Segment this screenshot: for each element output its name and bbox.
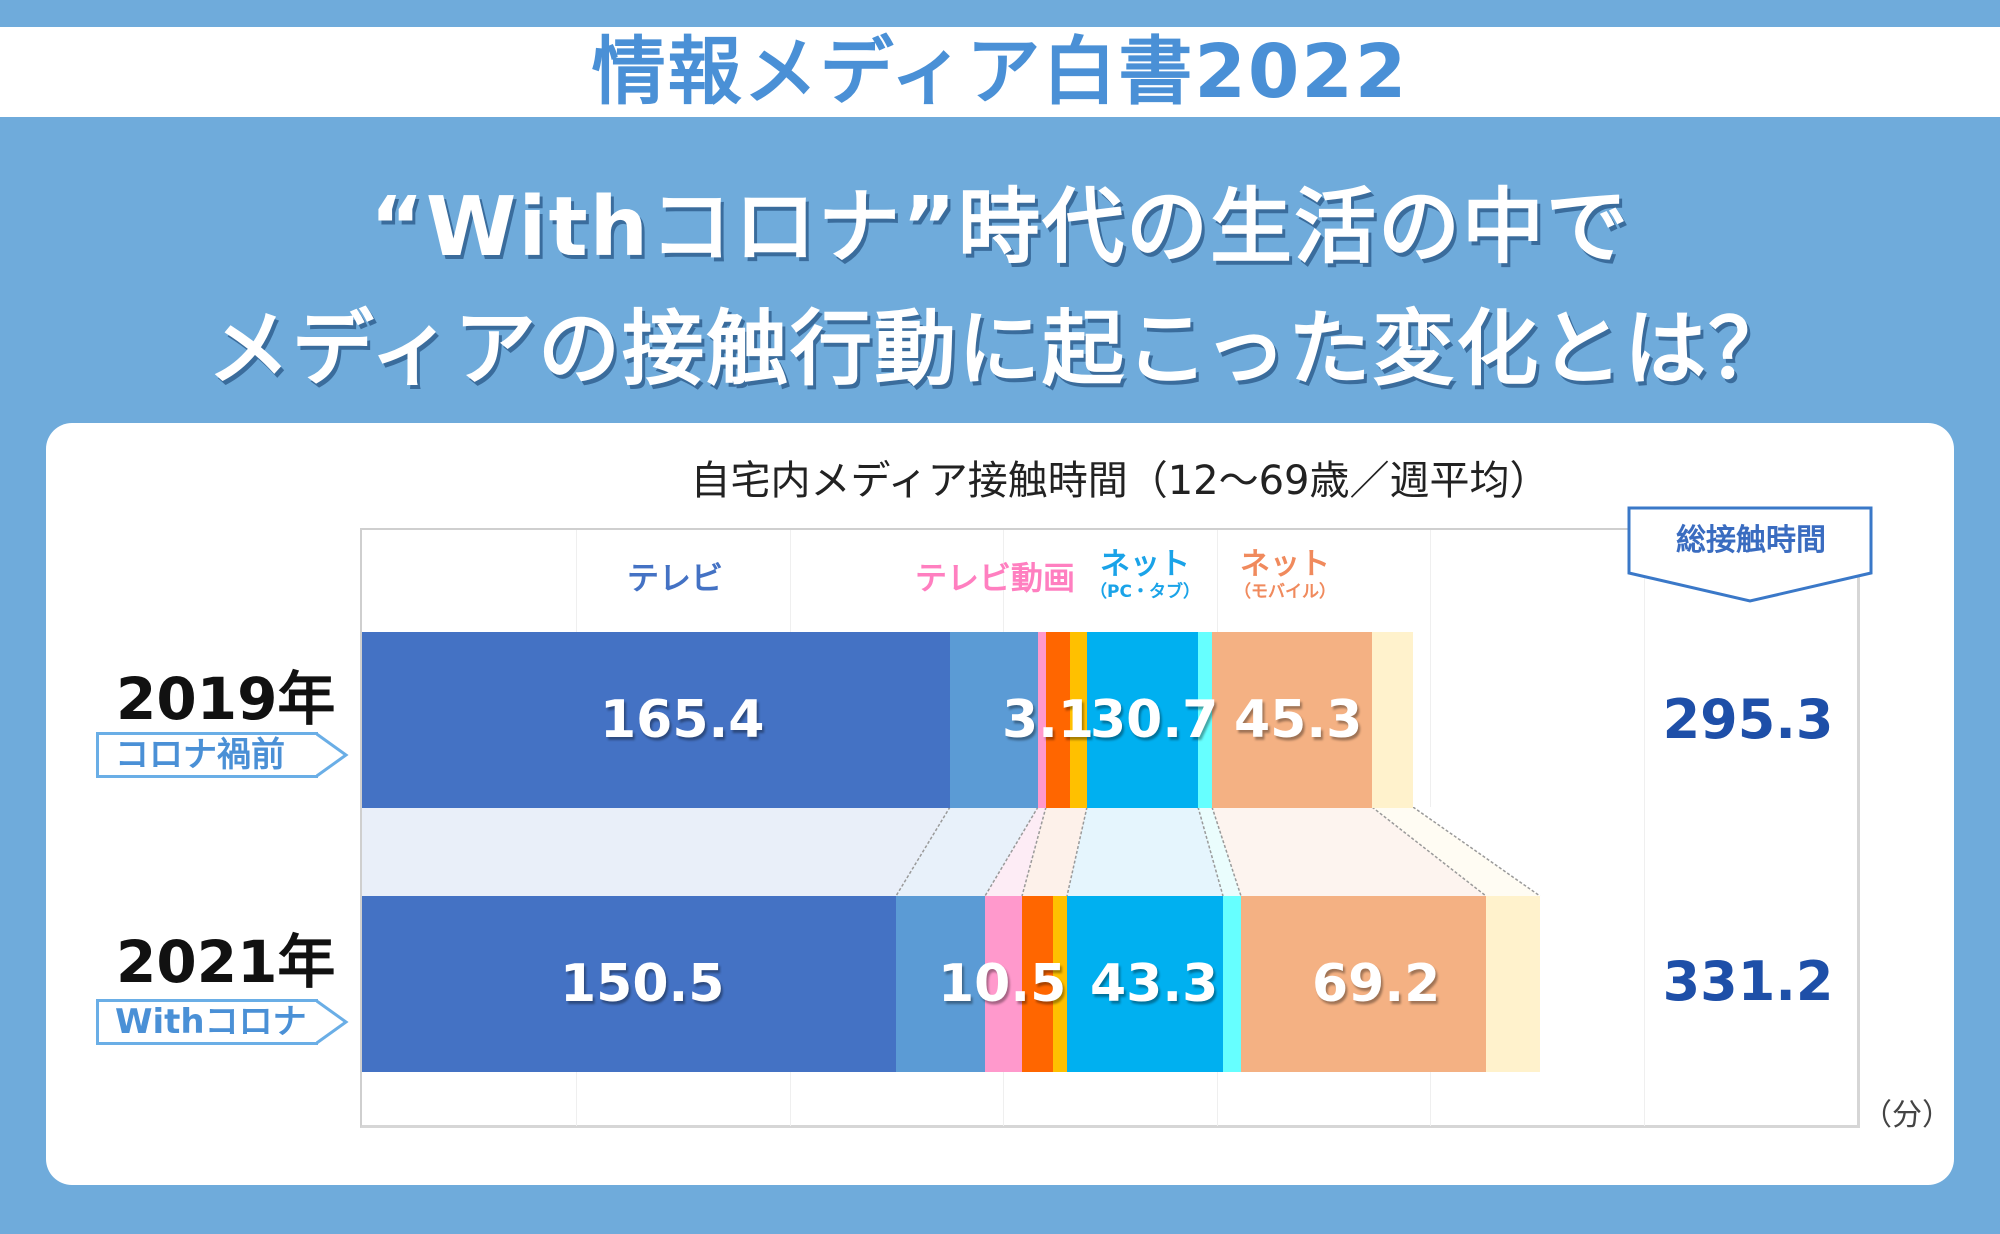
segment-net-pc bbox=[1067, 896, 1223, 1072]
row-tag-2019: コロナ禍前 bbox=[96, 732, 318, 778]
segment-net-pc-other bbox=[1223, 896, 1241, 1072]
segment-net-mobile bbox=[1241, 896, 1486, 1072]
row-tag-2021: Withコロナ bbox=[96, 999, 318, 1045]
value-label-net-pc: 30.7 bbox=[1090, 690, 1219, 750]
row-year-2019: 2019年 bbox=[116, 665, 336, 733]
value-label-tv-video: 3.1 bbox=[1002, 690, 1095, 750]
segment-tv-other bbox=[950, 632, 1038, 808]
legend-net-pc: ネット bbox=[1100, 547, 1190, 582]
legend-net-mobile-sub: （モバイル） bbox=[1234, 582, 1336, 602]
segment-yellow bbox=[1070, 632, 1087, 808]
legend-tv: テレビ bbox=[626, 559, 723, 597]
bar-2021: 150.5 10.5 43.3 69.2 bbox=[362, 896, 1540, 1072]
plot-frame bbox=[360, 528, 1860, 1128]
segment-net-mobile-other bbox=[1372, 632, 1413, 808]
tag-arrow-icon bbox=[316, 732, 349, 778]
chart-title: 自宅内メディア接触時間（12〜69歳／週平均） bbox=[690, 458, 1550, 504]
headline-line-1: “Withコロナ”時代の生活の中で bbox=[370, 180, 1630, 275]
segment-yellow bbox=[1053, 896, 1067, 1072]
legend-net-pc-sub: （PC・タブ） bbox=[1090, 582, 1200, 602]
bar-connector bbox=[362, 807, 1560, 897]
value-label-net-pc: 43.3 bbox=[1090, 954, 1219, 1014]
total-header-label: 総接触時間 bbox=[1676, 523, 1826, 558]
headline-line-2: メディアの接触行動に起こった変化とは？ bbox=[207, 302, 1793, 397]
segment-orange bbox=[1046, 632, 1070, 808]
segment-net-pc-other bbox=[1198, 632, 1212, 808]
brand-title: 情報メディア白書2022 bbox=[591, 29, 1409, 115]
value-label-tv: 150.5 bbox=[560, 954, 725, 1014]
segment-tv bbox=[362, 632, 950, 808]
brand-band bbox=[0, 27, 2000, 117]
row-year-2021: 2021年 bbox=[116, 928, 336, 996]
total-header-badge bbox=[1627, 506, 1873, 603]
bar-2019: 165.4 3.1 30.7 45.3 bbox=[362, 632, 1413, 808]
segment-tv-other bbox=[896, 896, 985, 1072]
unit-label: （分） bbox=[1862, 1098, 1952, 1133]
segment-tv bbox=[362, 896, 896, 1072]
segment-net-mobile bbox=[1212, 632, 1372, 808]
segment-tv-video bbox=[1038, 632, 1046, 808]
value-label-tv: 165.4 bbox=[600, 690, 765, 750]
gridline bbox=[1644, 530, 1645, 1126]
segment-net-mobile-other bbox=[1486, 896, 1540, 1072]
segment-orange bbox=[1022, 896, 1053, 1072]
legend-net-mobile: ネット bbox=[1240, 547, 1330, 582]
value-label-net-mobile: 69.2 bbox=[1312, 954, 1441, 1014]
tag-arrow-icon bbox=[316, 999, 349, 1045]
total-2021: 331.2 bbox=[1662, 950, 1834, 1013]
value-label-tv-video: 10.5 bbox=[938, 954, 1067, 1014]
value-label-net-mobile: 45.3 bbox=[1234, 690, 1363, 750]
segment-net-pc bbox=[1087, 632, 1198, 808]
segment-tv-video bbox=[985, 896, 1022, 1072]
total-2019: 295.3 bbox=[1662, 688, 1834, 751]
legend-tv-video: テレビ動画 bbox=[914, 559, 1075, 597]
